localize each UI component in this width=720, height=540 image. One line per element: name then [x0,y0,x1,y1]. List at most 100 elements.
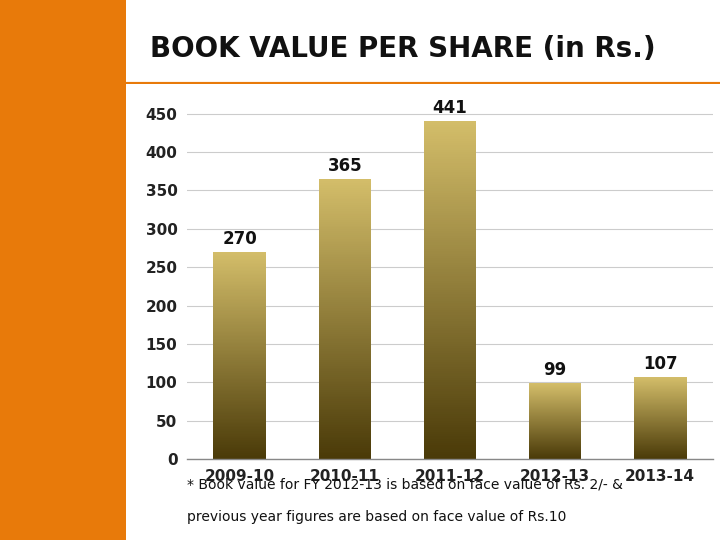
Bar [319,414,372,416]
Bar [423,218,477,220]
Bar [214,383,266,384]
Bar [319,388,372,390]
Bar [319,429,372,431]
Bar [634,440,687,441]
Bar [423,274,477,276]
Bar [423,242,477,245]
Bar [634,407,687,408]
Bar [423,389,477,392]
Bar [214,261,266,263]
Bar [634,393,687,394]
Bar [319,231,372,233]
Bar [423,157,477,159]
Text: 270: 270 [222,230,257,248]
Bar [634,389,687,390]
Bar [319,300,372,302]
Bar [214,452,266,454]
Bar [214,441,266,442]
Bar [319,321,372,323]
Bar [214,299,266,300]
Bar [423,301,477,303]
Bar [214,417,266,419]
Text: BOOK VALUE PER SHARE (in Rs.): BOOK VALUE PER SHARE (in Rs.) [150,35,655,63]
Bar [423,120,477,123]
Bar [423,132,477,134]
Bar [634,442,687,443]
Bar [319,195,372,198]
Bar [319,209,372,211]
Bar [214,442,266,444]
Bar [423,202,477,204]
Bar [319,289,372,291]
Bar [423,161,477,164]
Bar [423,396,477,398]
Bar [319,343,372,345]
Bar [214,315,266,317]
Bar [634,423,687,424]
Bar [423,172,477,175]
Bar [319,345,372,347]
Bar [319,336,372,338]
Bar [319,435,372,437]
Bar [319,267,372,268]
Bar [214,355,266,357]
Bar [423,346,477,348]
Bar [423,139,477,141]
Bar [423,348,477,350]
Bar [214,333,266,335]
Bar [319,203,372,205]
Bar [634,450,687,451]
Bar [634,457,687,458]
Bar [214,259,266,260]
Bar [214,270,266,271]
Bar [319,227,372,230]
Bar [214,292,266,293]
Bar [423,204,477,206]
Bar [423,394,477,396]
Bar [319,349,372,350]
Bar [214,322,266,323]
Bar [214,380,266,382]
Bar [423,267,477,269]
Bar [214,278,266,279]
Bar [214,301,266,303]
Bar [319,285,372,287]
Bar [214,340,266,342]
Bar [634,377,687,378]
Bar [319,444,372,446]
Bar [319,405,372,407]
Bar [634,414,687,415]
Bar [423,231,477,233]
Bar [319,261,372,263]
Bar [319,313,372,315]
Bar [634,394,687,395]
Bar [423,409,477,411]
Bar [423,308,477,310]
Bar [214,457,266,459]
Bar [423,227,477,229]
Bar [634,412,687,413]
Bar [214,423,266,424]
Bar [634,417,687,418]
Bar [214,367,266,368]
Bar [319,401,372,403]
Bar [423,430,477,432]
Bar [214,264,266,266]
Bar [634,416,687,417]
Bar [319,364,372,366]
Bar [214,416,266,417]
Bar [423,245,477,247]
Bar [319,214,372,216]
Bar [214,296,266,298]
Bar [319,373,372,375]
Bar [423,184,477,186]
Bar [319,268,372,271]
Bar [423,152,477,154]
Bar [214,345,266,346]
Bar [319,384,372,386]
Bar [214,351,266,353]
Bar [423,344,477,346]
Bar [214,286,266,288]
Bar [423,425,477,428]
Bar [319,362,372,364]
